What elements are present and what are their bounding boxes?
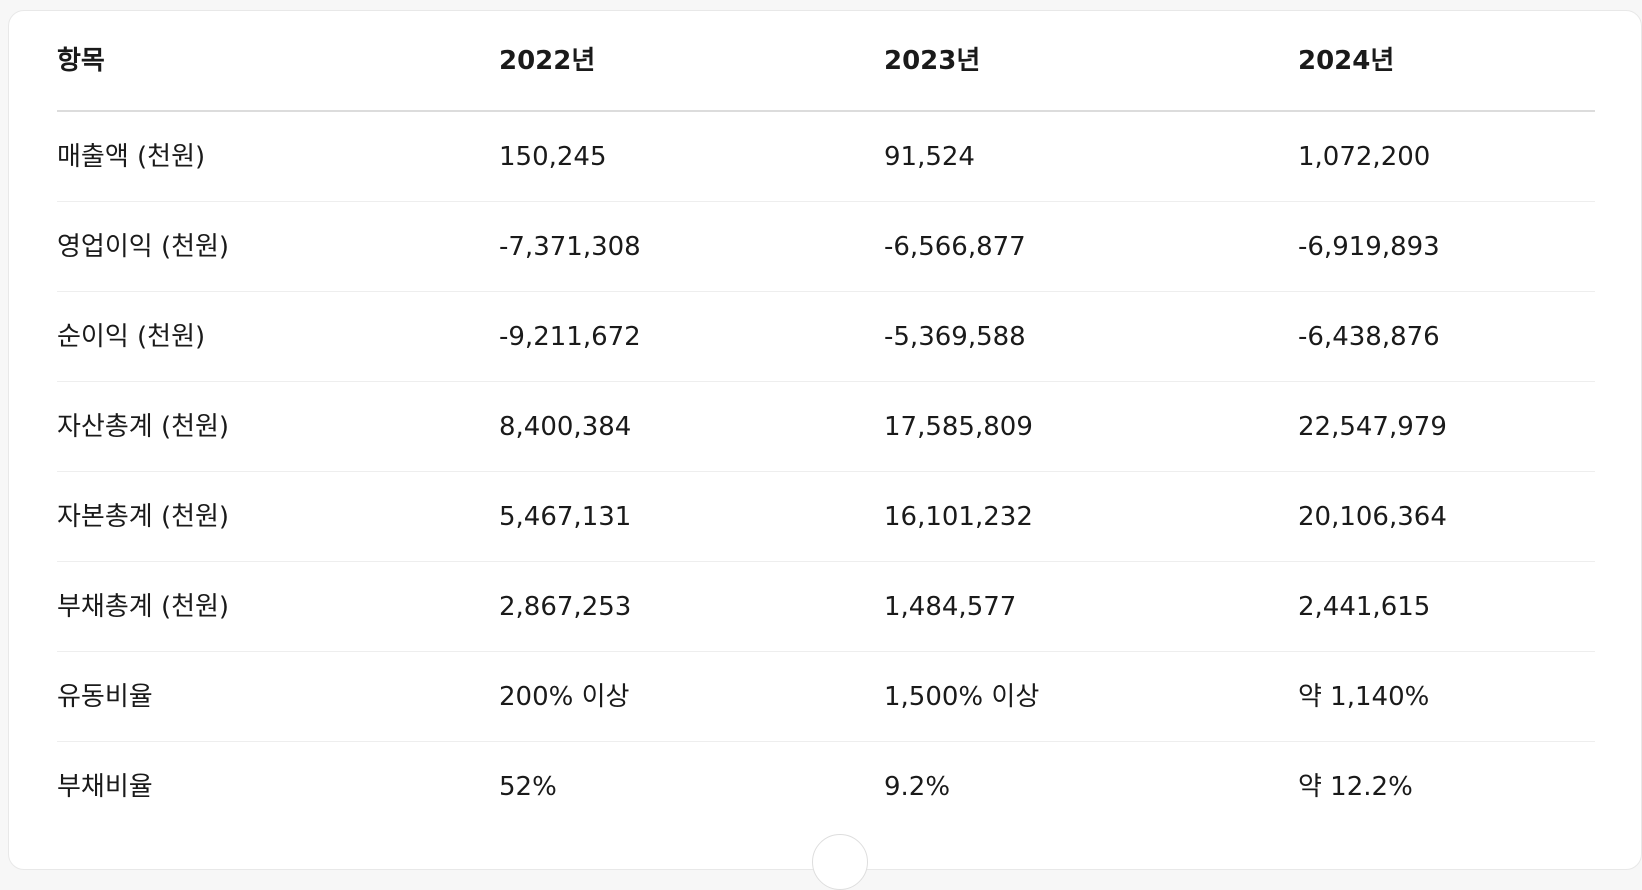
- cell-2023: 1,484,577: [884, 591, 1017, 622]
- table-row: 영업이익 (천원) -7,371,308 -6,566,877 -6,919,8…: [57, 202, 1595, 292]
- cell-2023: -6,566,877: [884, 231, 1026, 262]
- header-2023: 2023년: [884, 45, 981, 76]
- cell-2024: 약 12.2%: [1298, 772, 1413, 802]
- table-row: 자산총계 (천원) 8,400,384 17,585,809 22,547,97…: [57, 382, 1595, 472]
- cell-2022: -9,211,672: [499, 321, 641, 352]
- row-label: 순이익 (천원): [57, 321, 206, 352]
- cell-2024: -6,438,876: [1298, 321, 1440, 352]
- cell-2024: 약 1,140%: [1298, 681, 1430, 712]
- table-row: 순이익 (천원) -9,211,672 -5,369,588 -6,438,87…: [57, 292, 1595, 382]
- row-label: 부채총계 (천원): [57, 591, 230, 622]
- row-label: 영업이익 (천원): [57, 231, 230, 262]
- cell-2023: 16,101,232: [884, 501, 1033, 532]
- row-label: 자산총계 (천원): [57, 411, 230, 442]
- row-label: 유동비율: [57, 681, 153, 712]
- cell-2023: 1,500% 이상: [884, 681, 1040, 712]
- cell-2023: -5,369,588: [884, 321, 1026, 352]
- cell-2023: 91,524: [884, 141, 975, 172]
- row-label: 매출액 (천원): [57, 141, 206, 172]
- cell-2024: 22,547,979: [1298, 411, 1447, 442]
- cell-2022: 150,245: [499, 141, 607, 172]
- header-item: 항목: [57, 45, 105, 76]
- cell-2022: 8,400,384: [499, 411, 632, 442]
- header-2024: 2024년: [1298, 45, 1395, 76]
- financial-table: 항목 2022년 2023년 2024년 매출액 (천원) 150,245 91…: [57, 11, 1595, 832]
- cell-2023: 9.2%: [884, 772, 951, 802]
- cell-2022: -7,371,308: [499, 231, 641, 262]
- table-row: 유동비율 200% 이상 1,500% 이상 약 1,140%: [57, 652, 1595, 742]
- cell-2022: 200% 이상: [499, 681, 630, 712]
- cell-2024: 20,106,364: [1298, 501, 1447, 532]
- table-header-row: 항목 2022년 2023년 2024년: [57, 11, 1595, 112]
- cell-2024: 1,072,200: [1298, 141, 1431, 172]
- cell-2024: 2,441,615: [1298, 591, 1431, 622]
- cell-2022: 5,467,131: [499, 501, 632, 532]
- header-2022: 2022년: [499, 45, 596, 76]
- cell-2022: 52%: [499, 772, 557, 802]
- cell-2023: 17,585,809: [884, 411, 1033, 442]
- cell-2022: 2,867,253: [499, 591, 632, 622]
- cell-2024: -6,919,893: [1298, 231, 1440, 262]
- table-row: 매출액 (천원) 150,245 91,524 1,072,200: [57, 112, 1595, 202]
- row-label: 자본총계 (천원): [57, 501, 230, 532]
- table-row: 부채비율 52% 9.2% 약 12.2%: [57, 742, 1595, 832]
- table-row: 자본총계 (천원) 5,467,131 16,101,232 20,106,36…: [57, 472, 1595, 562]
- table-row: 부채총계 (천원) 2,867,253 1,484,577 2,441,615: [57, 562, 1595, 652]
- scroll-down-button[interactable]: [812, 834, 868, 890]
- financial-table-card: 항목 2022년 2023년 2024년 매출액 (천원) 150,245 91…: [8, 10, 1642, 870]
- row-label: 부채비율: [57, 772, 153, 802]
